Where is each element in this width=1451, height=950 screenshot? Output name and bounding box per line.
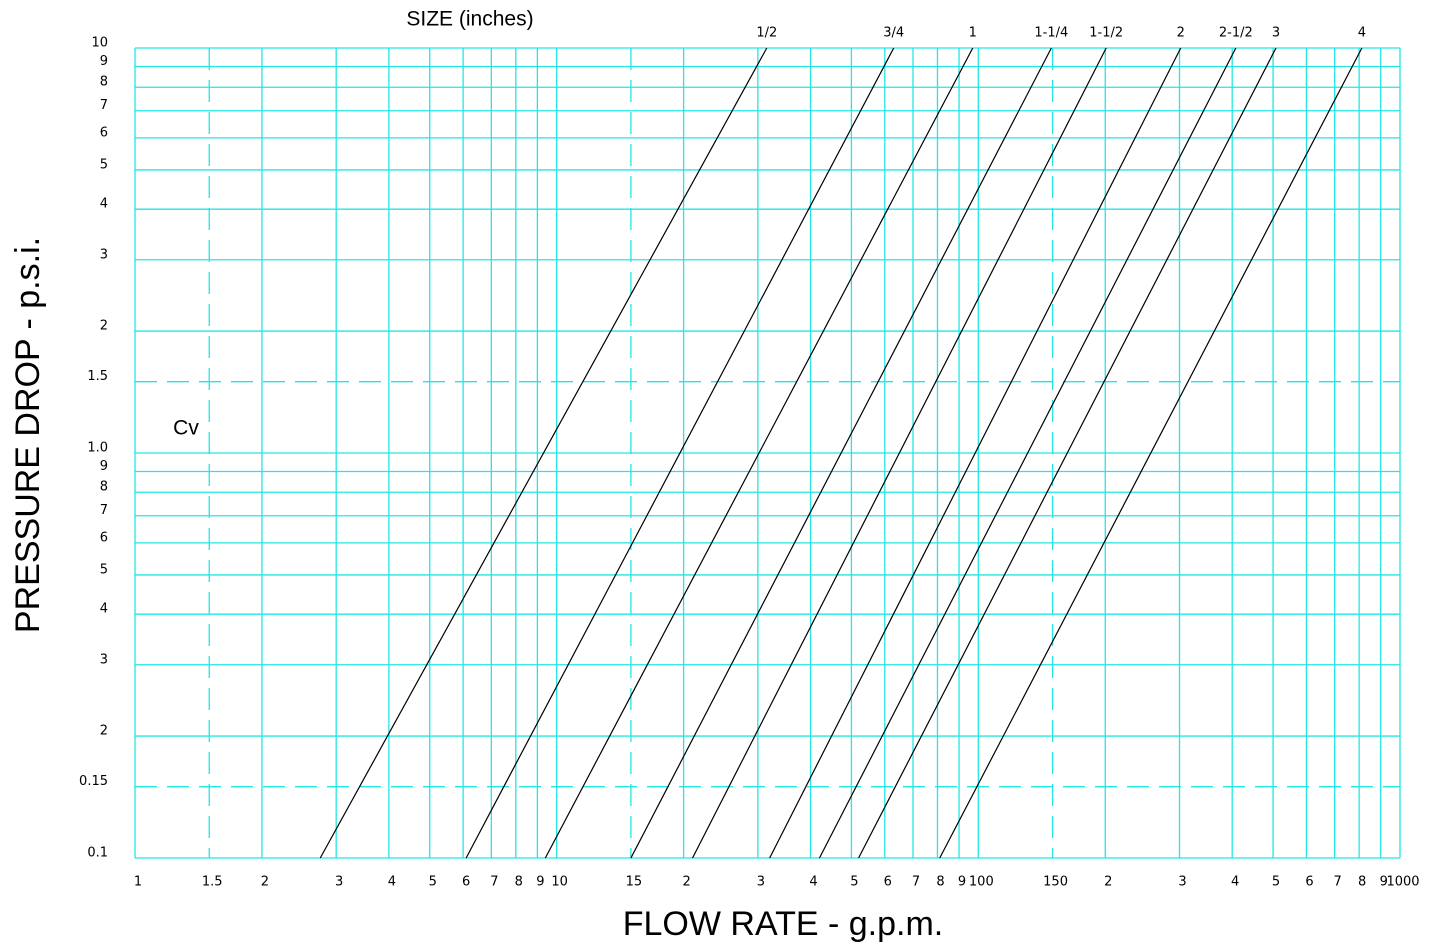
y-tick-label: 9 xyxy=(100,54,108,69)
x-tick-label: 7 xyxy=(1334,875,1342,890)
x-tick-label: 3 xyxy=(757,875,765,890)
x-tick-label: 9 xyxy=(958,875,966,890)
y-tick-label: 0.1 xyxy=(87,846,108,861)
x-tick-label: 15 xyxy=(626,875,643,890)
x-tick-label: 1000 xyxy=(1386,875,1419,890)
size-line xyxy=(544,47,974,859)
y-tick-label: 2 xyxy=(100,724,108,739)
series-label: 1/2 xyxy=(756,26,777,41)
series-label: 3 xyxy=(1272,26,1280,41)
size-line xyxy=(692,47,1107,859)
y-tick-label: 9 xyxy=(100,459,108,474)
x-tick-label: 3 xyxy=(1178,875,1186,890)
series-label: 4 xyxy=(1358,26,1366,41)
x-tick-label: 1.5 xyxy=(202,875,223,890)
x-tick-label: 4 xyxy=(1231,875,1239,890)
y-tick-label: 3 xyxy=(100,247,108,262)
y-tick-label: 6 xyxy=(100,125,108,140)
x-tick-label: 2 xyxy=(1104,875,1112,890)
y-tick-label: 7 xyxy=(100,503,108,518)
x-axis-label: FLOW RATE - g.p.m. xyxy=(623,905,944,943)
y-tick-label: 2 xyxy=(100,319,108,334)
x-tick-label: 4 xyxy=(388,875,396,890)
y-axis-label: PRESSURE DROP - p.s.i. xyxy=(9,237,47,633)
x-tick-label: 7 xyxy=(490,875,498,890)
y-tick-label: 6 xyxy=(100,530,108,545)
x-tick-label: 4 xyxy=(809,875,817,890)
x-tick-label: 5 xyxy=(1272,875,1280,890)
x-tick-label: 150 xyxy=(1043,875,1068,890)
y-tick-label: 1.5 xyxy=(87,369,108,384)
series-label: 3/4 xyxy=(883,26,904,41)
series-label: 2-1/2 xyxy=(1219,26,1253,41)
y-tick-label: 3 xyxy=(100,652,108,667)
y-tick-label: 5 xyxy=(100,562,108,577)
y-tick-label: 1.0 xyxy=(87,441,108,456)
size-line xyxy=(858,47,1277,859)
x-tick-label: 9 xyxy=(536,875,544,890)
y-tick-label: 10 xyxy=(91,36,108,51)
series-label: 1 xyxy=(969,26,977,41)
y-tick-label: 0.15 xyxy=(79,774,108,789)
x-tick-label: 9 xyxy=(1380,875,1388,890)
y-tick-label: 8 xyxy=(100,75,108,90)
y-tick-label: 8 xyxy=(100,480,108,495)
size-line xyxy=(939,47,1363,859)
x-tick-label: 5 xyxy=(429,875,437,890)
x-tick-label: 8 xyxy=(1358,875,1366,890)
size-line xyxy=(465,47,895,859)
x-tick-label: 5 xyxy=(850,875,858,890)
x-tick-label: 8 xyxy=(515,875,523,890)
x-tick-label: 7 xyxy=(912,875,920,890)
x-tick-label: 3 xyxy=(335,875,343,890)
size-line xyxy=(769,47,1182,859)
y-tick-label: 4 xyxy=(100,602,108,617)
series-label: 1-1/4 xyxy=(1034,26,1068,41)
x-tick-label: 6 xyxy=(884,875,892,890)
annotation: Cv xyxy=(173,417,199,440)
size-line xyxy=(630,47,1052,859)
x-tick-label: 10 xyxy=(551,875,568,890)
y-tick-label: 5 xyxy=(100,157,108,172)
size-line xyxy=(319,47,768,859)
x-tick-label: 6 xyxy=(462,875,470,890)
x-tick-label: 2 xyxy=(682,875,690,890)
series-label: 2 xyxy=(1177,26,1185,41)
y-tick-label: 4 xyxy=(100,197,108,212)
x-tick-label: 6 xyxy=(1305,875,1313,890)
x-tick-label: 1 xyxy=(134,875,142,890)
series-label: 1-1/2 xyxy=(1089,26,1123,41)
size-line xyxy=(818,47,1237,859)
x-tick-label: 2 xyxy=(261,875,269,890)
y-tick-label: 7 xyxy=(100,98,108,113)
x-tick-label: 8 xyxy=(936,875,944,890)
x-tick-label: 100 xyxy=(969,875,994,890)
chart-title: SIZE (inches) xyxy=(406,8,533,31)
